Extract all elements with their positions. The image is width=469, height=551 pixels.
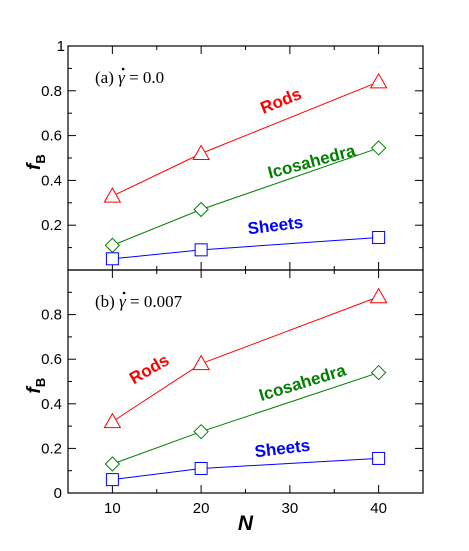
data-point-rods (192, 144, 210, 161)
panel-label: (a) γ = 0.0 (95, 68, 164, 87)
x-tick-label: 10 (104, 500, 121, 517)
data-point-rods (192, 354, 210, 371)
data-point-icosahedra (104, 237, 121, 254)
data-point-icosahedra (193, 201, 209, 218)
y-tick-label: 1 (57, 38, 65, 55)
series-line-rods (112, 81, 379, 197)
data-point-rods (103, 412, 122, 429)
x-tick-label: 40 (370, 500, 387, 517)
series-label-sheets: Sheets (247, 213, 305, 239)
y-axis-title-main: f (24, 162, 45, 170)
y-tick-label: 0.2 (41, 440, 62, 457)
x-tick-label: 30 (282, 500, 299, 517)
data-point-sheets (105, 252, 119, 266)
y-tick-label: 0.6 (41, 128, 62, 145)
y-tick-label: 0 (54, 485, 62, 502)
x-axis-title: N (238, 512, 254, 535)
series-label-rods: Rods (258, 84, 305, 118)
data-point-sheets (105, 473, 119, 487)
panel-label-symbol: γ (118, 68, 126, 87)
y-tick-label: 0.8 (41, 307, 62, 324)
y-tick-label: 0.4 (41, 172, 62, 189)
data-point-rods (103, 187, 122, 203)
data-point-sheets (194, 243, 208, 257)
panel-label-prefix: (b) (95, 292, 119, 311)
series-line-icosahedra (112, 372, 379, 465)
series-line-sheets (112, 237, 379, 260)
gamma-dot (122, 291, 126, 295)
panel-b: 0 0.2 0.4 0.6 0.8 10 20 30 40 fB N (b) γ = 0.007 Rod… (24, 269, 424, 535)
data-point-icosahedra (104, 456, 121, 472)
panel-a: 0.2 0.4 0.6 0.8 1 fB (a) γ = 0.0 Rods Icosahedra… (24, 38, 424, 271)
y-tick-label: 0.4 (41, 396, 62, 413)
series-label-rods: Rods (126, 350, 172, 388)
x-tick-label: 20 (193, 500, 210, 517)
y-tick-label: 0.2 (41, 217, 62, 234)
y-axis-title: fB (24, 378, 48, 394)
series-label-icosahedra: Icosahedra (266, 141, 358, 183)
data-point-icosahedra (370, 140, 387, 156)
panel-label-value: = 0.0 (125, 68, 164, 87)
data-point-rods (369, 72, 388, 89)
y-tick-label: 0.8 (41, 83, 62, 100)
data-point-icosahedra (193, 423, 209, 440)
y-axis-title-main: f (24, 386, 45, 394)
panel-label-symbol: γ (119, 292, 127, 311)
data-point-icosahedra (370, 364, 387, 381)
y-axis-title-sub: B (33, 378, 48, 387)
gamma-dot (121, 67, 125, 71)
y-axis-title: fB (24, 154, 48, 170)
data-point-sheets (372, 231, 386, 245)
series-label-sheets: Sheets (254, 436, 312, 462)
data-point-rods (369, 287, 388, 304)
data-point-sheets (194, 461, 208, 475)
panel-label-prefix: (a) (95, 68, 118, 87)
y-axis-title-sub: B (33, 154, 48, 163)
y-tick-label: 0.6 (41, 351, 62, 368)
data-point-sheets (372, 451, 386, 465)
panel-label-value: = 0.007 (126, 292, 183, 311)
panel-label: (b) γ = 0.007 (95, 292, 183, 311)
series-line-sheets (112, 457, 379, 481)
